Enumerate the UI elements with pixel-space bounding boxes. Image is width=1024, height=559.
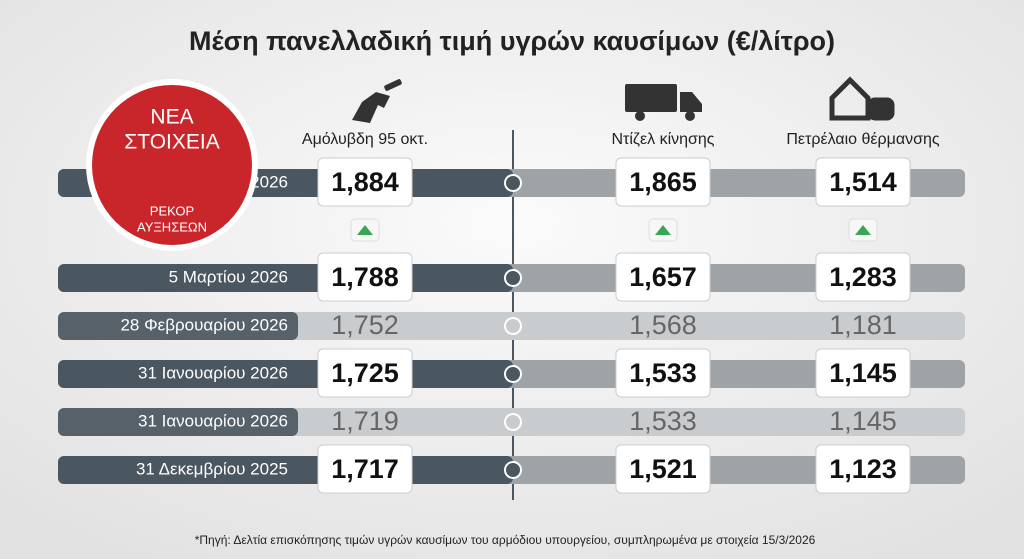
timeline-dot: [504, 269, 522, 287]
value: 1,521: [629, 454, 697, 484]
value: 1,719: [331, 406, 399, 436]
column-header: Αμόλυβδη 95 οκτ.: [302, 131, 428, 148]
row-date: 31 Ιανουαρίου 2026: [138, 363, 288, 382]
value-box: [815, 157, 911, 207]
value-box: [815, 348, 911, 398]
value: 1,788: [331, 262, 399, 292]
timeline-dot: [504, 461, 522, 479]
value-box: [317, 348, 413, 398]
value-box: [815, 444, 911, 494]
value: 1,568: [629, 310, 697, 340]
value: 1,884: [331, 167, 399, 197]
badge: ΝΕΑ ΣΤΟΙΧΕΙΑ ΡΕΚΟΡ ΑΥΞΗΣΕΩΝ: [86, 79, 258, 251]
value-box: [317, 444, 413, 494]
truck-icon: [625, 84, 702, 121]
value-box: [317, 252, 413, 302]
timeline-dot: [504, 365, 522, 383]
column-header: Ντίζελ κίνησης: [612, 131, 715, 148]
value: 1,752: [331, 310, 399, 340]
row-date: 31 Ιανουαρίου 2026: [138, 411, 288, 430]
value: 1,145: [829, 358, 897, 388]
badge-headline: ΝΕΑ: [150, 106, 193, 129]
value: 1,865: [629, 167, 697, 197]
value-box: [615, 157, 711, 207]
footnote: *Πηγή: Δελτία επισκόπησης τιμών υγρών κα…: [195, 533, 816, 547]
row-bar-left: [58, 312, 298, 340]
badge-subline: ΑΥΞΗΣΕΩΝ: [137, 219, 207, 234]
up-arrow: [655, 225, 671, 235]
badge-subline: ΡΕΚΟΡ: [150, 203, 194, 218]
fuel-pump-icon: [352, 79, 402, 123]
row-bar-left: [58, 408, 298, 436]
badge-circle: [92, 85, 252, 245]
value: 1,283: [829, 262, 897, 292]
value-box: [615, 348, 711, 398]
badge-headline: ΣΤΟΙΧΕΙΑ: [124, 131, 219, 154]
value: 1,533: [629, 406, 697, 436]
value: 1,533: [629, 358, 697, 388]
house-icon: [829, 76, 895, 121]
value-box: [615, 252, 711, 302]
value: 1,725: [331, 358, 399, 388]
table: Αμόλυβδη 95 οκτ. Ντίζελ κίνησης Πετρέλαιο …: [58, 131, 965, 494]
title: Μέση πανελλαδική τιμή υγρών καυσίμων (€/…: [189, 26, 835, 56]
value: 1,514: [829, 167, 897, 197]
up-arrow: [855, 225, 871, 235]
value-box: [615, 444, 711, 494]
value: 1,717: [331, 454, 399, 484]
value: 1,657: [629, 262, 697, 292]
row-date: 31 Δεκεμβρίου 2025: [136, 459, 288, 478]
value: 1,145: [829, 406, 897, 436]
up-arrow: [357, 225, 373, 235]
row-date: 28 Φεβρουαρίου 2026: [120, 315, 288, 334]
timeline-dot: [504, 174, 522, 192]
column-header: Πετρέλαιο θέρμανσης: [786, 131, 940, 148]
row-date: 5 Μαρτίου 2026: [169, 267, 288, 286]
timeline-dot: [504, 317, 522, 335]
timeline-dot: [504, 413, 522, 431]
value: 1,123: [829, 454, 897, 484]
value-box: [815, 252, 911, 302]
value-box: [317, 157, 413, 207]
value: 1,181: [829, 310, 897, 340]
